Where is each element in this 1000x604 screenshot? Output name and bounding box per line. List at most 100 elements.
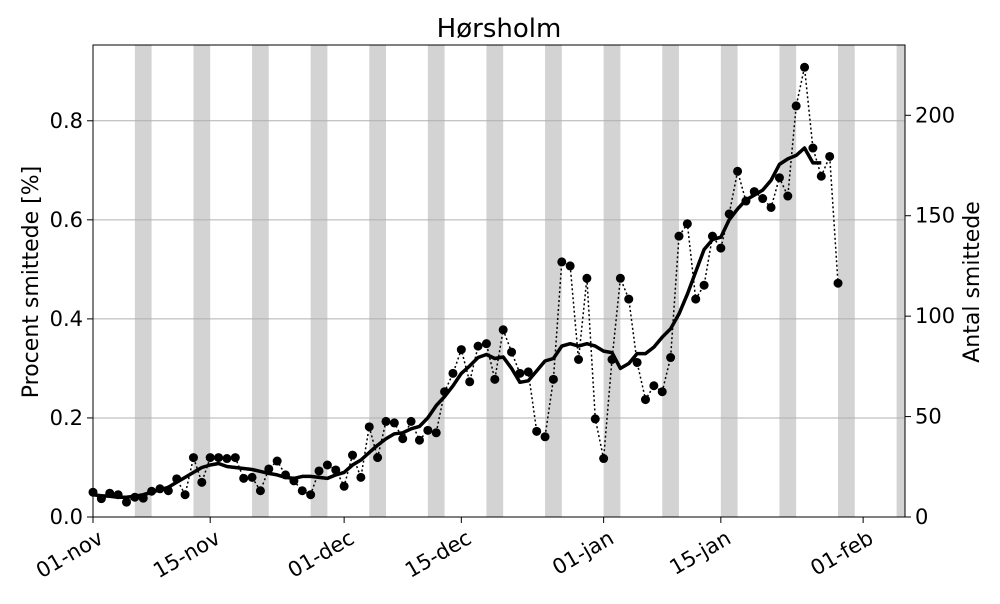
data-point xyxy=(239,473,249,483)
data-point xyxy=(716,243,726,253)
data-point xyxy=(456,345,466,355)
data-point xyxy=(180,490,190,500)
data-point xyxy=(364,422,374,432)
data-point xyxy=(640,395,650,405)
data-point xyxy=(272,456,282,466)
data-point xyxy=(624,294,634,304)
y2-tick-label: 0 xyxy=(915,505,928,529)
data-point xyxy=(356,472,366,482)
data-point xyxy=(590,414,600,424)
data-point xyxy=(188,453,198,463)
data-point xyxy=(791,101,801,111)
data-point xyxy=(339,481,349,491)
data-point xyxy=(498,325,508,335)
y-axis-left: 0.0 0.2 0.4 0.6 0.8 xyxy=(50,109,93,529)
y2-axis-label: Antal smittede xyxy=(960,201,985,363)
data-point xyxy=(733,166,743,176)
data-point xyxy=(691,294,701,304)
data-point xyxy=(615,273,625,283)
data-point xyxy=(465,377,475,387)
data-point xyxy=(548,374,558,384)
data-point xyxy=(448,368,458,378)
y-tick-label: 0.4 xyxy=(50,307,83,331)
x-tick-label: 15-jan xyxy=(666,526,735,580)
data-point xyxy=(774,173,784,183)
rolling-average-line xyxy=(92,146,822,499)
data-point xyxy=(306,490,316,500)
data-point xyxy=(758,194,768,204)
data-point xyxy=(532,426,542,436)
plot-frame xyxy=(92,44,906,518)
data-point xyxy=(825,151,835,161)
data-point xyxy=(674,231,684,241)
data-point xyxy=(523,367,533,377)
y-tick-label: 0.8 xyxy=(50,109,83,133)
y-axis-right: 0 50 100 150 200 xyxy=(905,103,955,529)
y2-tick-label: 100 xyxy=(915,304,955,328)
weekend-band xyxy=(545,45,562,517)
data-point xyxy=(507,347,517,357)
weekend-band xyxy=(427,45,445,517)
data-point xyxy=(222,454,232,464)
data-point xyxy=(297,486,307,496)
data-point xyxy=(381,416,391,426)
weekend-band xyxy=(662,45,679,517)
weekend-band xyxy=(134,45,152,517)
y2-tick-label: 150 xyxy=(915,204,955,228)
data-point xyxy=(423,425,433,435)
data-point xyxy=(649,381,659,391)
weekend-band xyxy=(720,45,738,517)
data-point xyxy=(247,472,257,482)
data-point xyxy=(389,418,399,428)
data-point xyxy=(331,465,341,475)
data-point xyxy=(833,278,843,288)
data-point xyxy=(414,435,424,445)
data-point xyxy=(766,202,776,212)
x-tick-label: 01-jan xyxy=(548,526,617,580)
chart-title: Hørsholm xyxy=(437,14,562,44)
y2-tick-label: 200 xyxy=(915,103,955,127)
data-point xyxy=(783,191,793,201)
x-tick-label: 01-nov xyxy=(32,526,107,583)
data-point xyxy=(230,453,240,463)
data-point xyxy=(540,432,550,442)
data-point xyxy=(682,219,692,229)
data-point xyxy=(431,428,441,438)
weekend-band xyxy=(310,45,328,517)
data-point xyxy=(599,454,609,464)
data-point xyxy=(373,453,383,463)
data-point xyxy=(205,453,215,463)
data-point xyxy=(699,280,709,290)
y-tick-label: 0.0 xyxy=(50,505,83,529)
weekend-bands xyxy=(134,45,905,517)
weekend-band xyxy=(838,45,855,517)
x-tick-label: 15-dec xyxy=(401,526,475,583)
data-point xyxy=(666,353,676,363)
data-point xyxy=(255,486,265,496)
data-point xyxy=(398,434,408,444)
data-point xyxy=(406,416,416,426)
data-point xyxy=(557,257,567,267)
y-tick-label: 0.6 xyxy=(50,208,83,232)
weekend-band xyxy=(252,45,269,517)
weekend-band xyxy=(896,45,905,517)
data-point xyxy=(481,339,491,349)
data-point xyxy=(214,453,224,463)
data-point xyxy=(632,357,642,367)
x-tick-label: 01-dec xyxy=(284,526,358,583)
y-tick-label: 0.2 xyxy=(50,406,83,430)
x-tick-label: 01-feb xyxy=(806,526,877,581)
weekend-band xyxy=(779,45,797,517)
data-point xyxy=(816,171,826,181)
data-point xyxy=(582,273,592,283)
data-point xyxy=(574,355,584,365)
weekend-band xyxy=(193,45,211,517)
data-point xyxy=(657,387,667,397)
weekend-band xyxy=(486,45,504,517)
data-point xyxy=(490,374,500,384)
data-point xyxy=(800,62,810,72)
data-point xyxy=(322,460,332,470)
data-point xyxy=(314,466,324,476)
